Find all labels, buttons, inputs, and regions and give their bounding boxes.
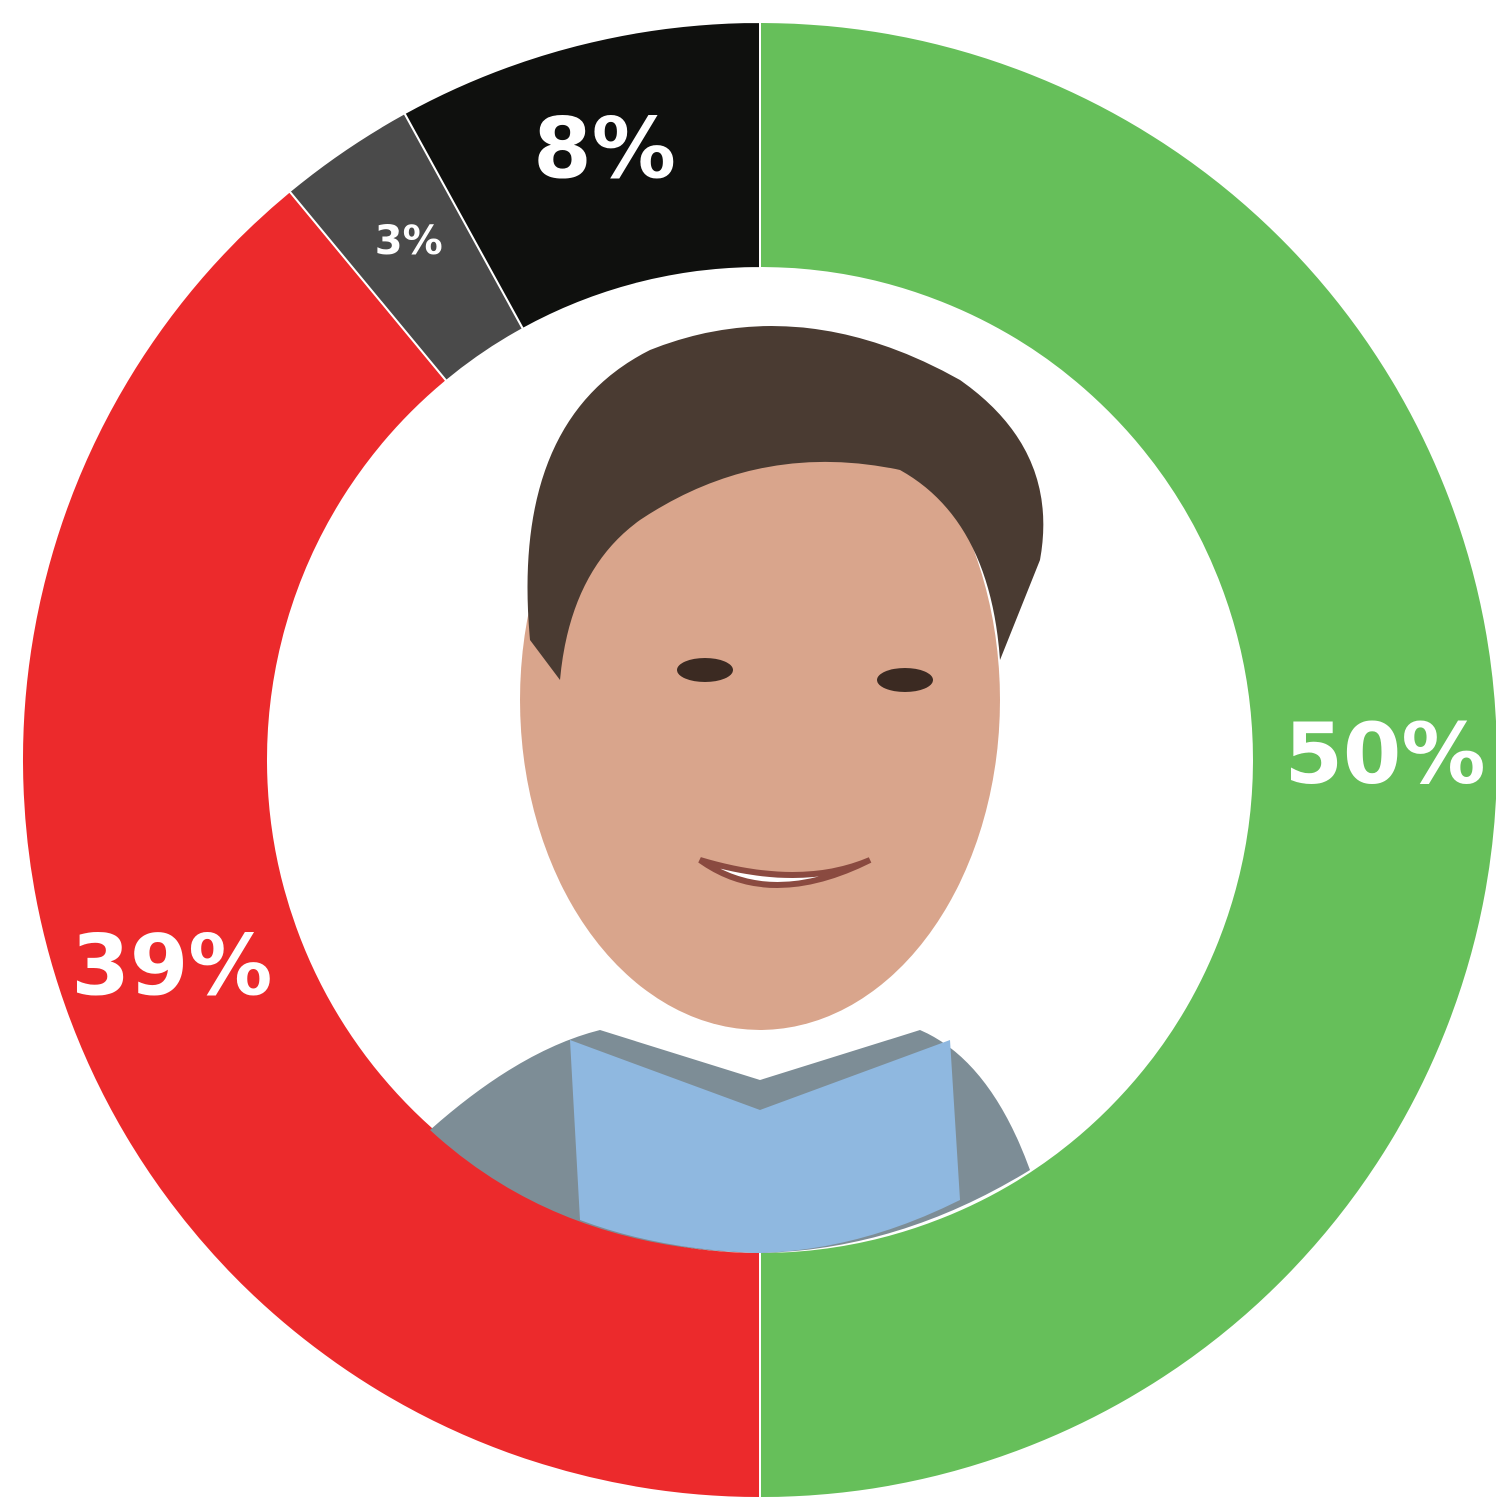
slice [759,20,1496,1499]
slice [403,20,761,331]
portrait-placeholder [430,326,1044,1253]
value-label: 3% [375,218,443,264]
value-label: 39% [71,917,272,1015]
slice [21,189,761,1499]
value-label: 8% [533,100,676,198]
value-label: 50% [1284,705,1485,803]
